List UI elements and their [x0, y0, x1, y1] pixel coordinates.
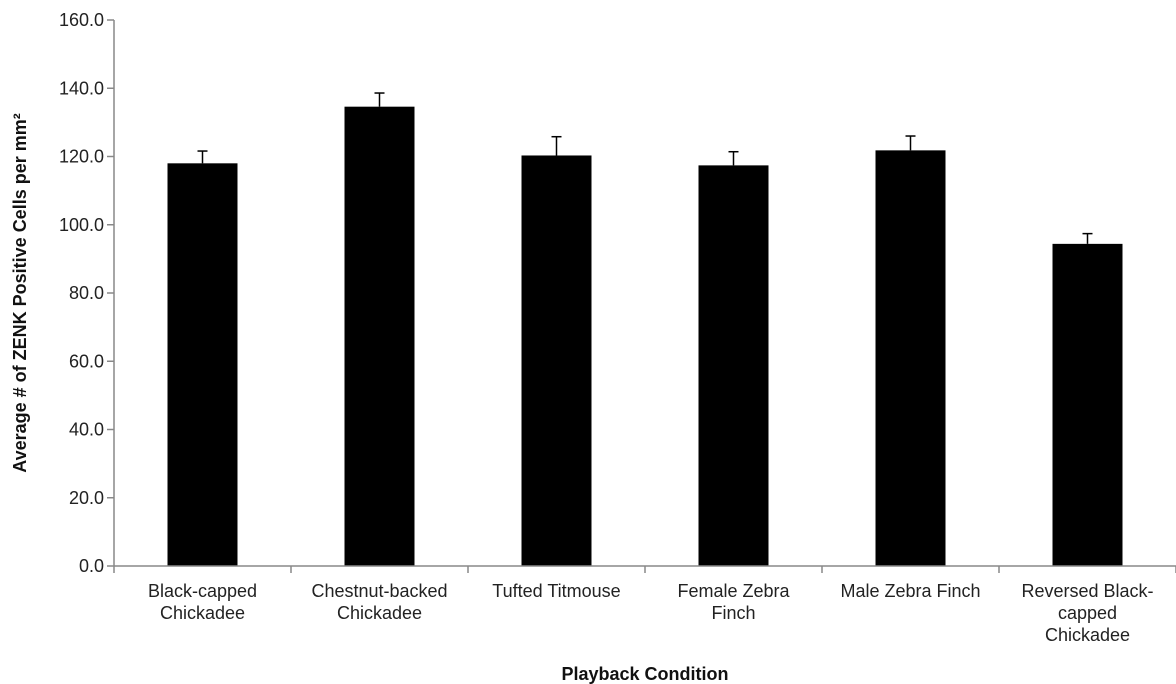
- bars: [167, 106, 1123, 567]
- category-label: Tufted Titmouse: [492, 581, 620, 601]
- y-tick-label: 160.0: [59, 10, 104, 30]
- category-label: Chestnut-backed Chickadee: [311, 581, 447, 623]
- bar: [167, 163, 238, 566]
- bar: [875, 150, 946, 567]
- y-tick-label: 100.0: [59, 215, 104, 235]
- category-labels: Black-capped Chickadee Chestnut-backed Chic…: [148, 581, 1154, 645]
- category-label: Reversed Black-capped Chickadee: [1021, 581, 1153, 645]
- y-tick-label: 120.0: [59, 147, 104, 167]
- category-label: Black-capped Chickadee: [148, 581, 257, 623]
- y-axis-ticks: 0.0 20.0 40.0 60.0 80.0 100.0 120.0 140.0 160.0: [59, 10, 114, 576]
- category-label: Female Zebra Finch: [677, 581, 790, 623]
- bar: [1052, 243, 1123, 567]
- y-tick-label: 140.0: [59, 78, 104, 98]
- bar: [344, 106, 415, 567]
- y-tick-label: 60.0: [69, 351, 104, 371]
- y-tick-label: 80.0: [69, 283, 104, 303]
- x-axis-ticks: [113, 566, 1176, 573]
- bar: [521, 155, 592, 566]
- category-label: Male Zebra Finch: [840, 581, 980, 601]
- y-axis-title: Average # of ZENK Positive Cells per mm²: [10, 113, 30, 472]
- y-tick-label: 20.0: [69, 488, 104, 508]
- error-bars: [197, 92, 1093, 244]
- y-tick-label: 0.0: [79, 556, 104, 576]
- y-tick-label: 40.0: [69, 420, 104, 440]
- bar: [698, 165, 769, 566]
- x-axis-title: Playback Condition: [561, 664, 728, 684]
